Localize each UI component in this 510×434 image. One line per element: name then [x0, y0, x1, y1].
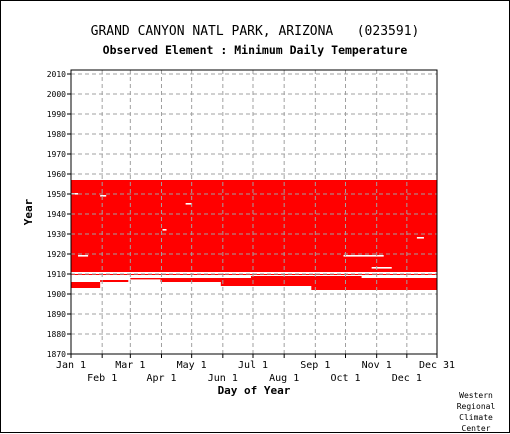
- x-tick-label: May 1: [177, 360, 207, 371]
- y-tick-label: 1980: [47, 130, 66, 139]
- y-tick-label: 1940: [47, 210, 66, 219]
- credit-block: Western Regional Climate Center: [448, 390, 504, 434]
- missing-data-gap: [371, 267, 392, 269]
- data-cell: [250, 276, 362, 278]
- x-tick-label: Mar 1: [115, 360, 145, 371]
- x-tick-label: Aug 1: [269, 373, 299, 384]
- y-tick-label: 1890: [47, 310, 66, 319]
- missing-data-gap: [416, 237, 424, 239]
- data-cell: [160, 278, 437, 282]
- x-tick-label: Feb 1: [87, 373, 117, 384]
- credit-line: Center: [461, 424, 491, 433]
- y-tick-label: 2000: [47, 90, 66, 99]
- y-tick-label: 1920: [47, 250, 66, 259]
- data-cell: [71, 282, 101, 288]
- data-cell: [311, 286, 437, 290]
- missing-data-gap: [185, 203, 192, 205]
- x-tick-label: Apr 1: [146, 373, 176, 384]
- y-tick-label: 1970: [47, 150, 66, 159]
- x-axis-title: Day of Year: [218, 384, 291, 397]
- y-tick-label: 1960: [47, 170, 66, 179]
- y-tick-label: 1900: [47, 290, 66, 299]
- x-tick-label: Nov 1: [362, 360, 392, 371]
- y-tick-label: 1910: [47, 270, 66, 279]
- x-tick-label: Sep 1: [300, 360, 330, 371]
- y-tick-label: 1950: [47, 190, 66, 199]
- credit-line: Climate: [459, 413, 493, 422]
- y-axis-title: Year: [22, 198, 35, 225]
- data-cell: [100, 280, 129, 282]
- missing-data-gap: [162, 229, 167, 231]
- x-tick-label: Jul 1: [238, 360, 268, 371]
- plot-border: [70, 69, 438, 355]
- credit-line: Regional: [456, 402, 496, 411]
- x-tick-label: Dec 31: [419, 360, 455, 371]
- data-cell: [220, 282, 437, 286]
- data-cell: [71, 180, 437, 272]
- data-cell: [130, 278, 161, 280]
- chart-subtitle: Observed Element : Minimum Daily Tempera…: [102, 43, 408, 57]
- y-tick-label: 1880: [47, 330, 66, 339]
- x-tick-label: Jun 1: [208, 373, 238, 384]
- chart-title: GRAND CANYON NATL PARK, ARIZONA (023591): [90, 24, 420, 39]
- y-tick-label: 1870: [47, 350, 66, 359]
- y-tick-label: 2010: [47, 70, 66, 79]
- y-tick-label: 1930: [47, 230, 66, 239]
- x-tick-label: Dec 1: [392, 373, 422, 384]
- missing-data-gap: [343, 255, 384, 257]
- y-tick-label: 1990: [47, 110, 66, 119]
- missing-data-gap: [100, 195, 107, 197]
- x-tick-label: Oct 1: [330, 373, 360, 384]
- x-tick-label: Jan 1: [56, 360, 86, 371]
- credit-line: Western: [459, 391, 493, 400]
- missing-data-gap: [78, 255, 89, 257]
